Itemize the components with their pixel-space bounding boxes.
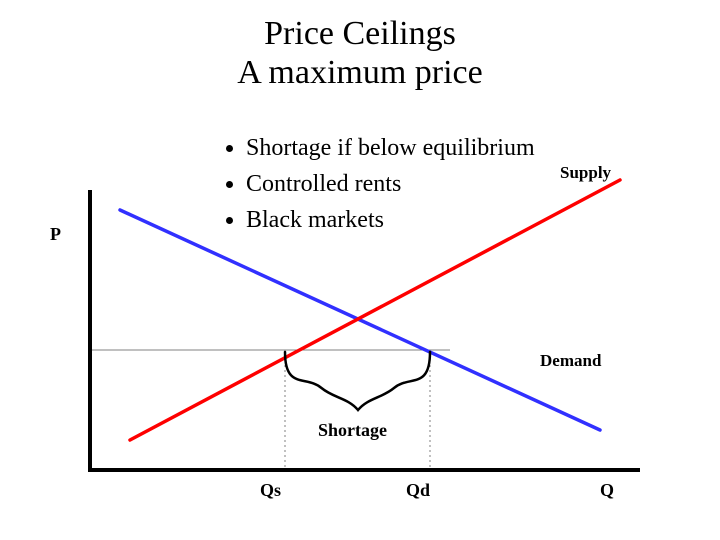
demand-label: Demand [540, 351, 602, 370]
qd-label: Qd [406, 480, 430, 500]
y-axis-label: P [50, 224, 61, 244]
shortage-label: Shortage [318, 420, 387, 440]
bullet-item: Shortage if below equilibrium [246, 130, 535, 166]
qs-label: Qs [260, 480, 281, 500]
supply-curve [130, 180, 620, 440]
title-line-2: A maximum price [237, 54, 483, 91]
demand-curve [120, 210, 600, 430]
supply-demand-chart: P Q Supply Demand Qs Qd Shortage [60, 180, 680, 520]
x-axis-label: Q [600, 480, 614, 500]
supply-label: Supply [560, 163, 612, 182]
shortage-brace [285, 352, 430, 410]
title-line-1: Price Ceilings [264, 15, 456, 52]
slide-title: Price Ceilings A maximum price [0, 14, 720, 92]
